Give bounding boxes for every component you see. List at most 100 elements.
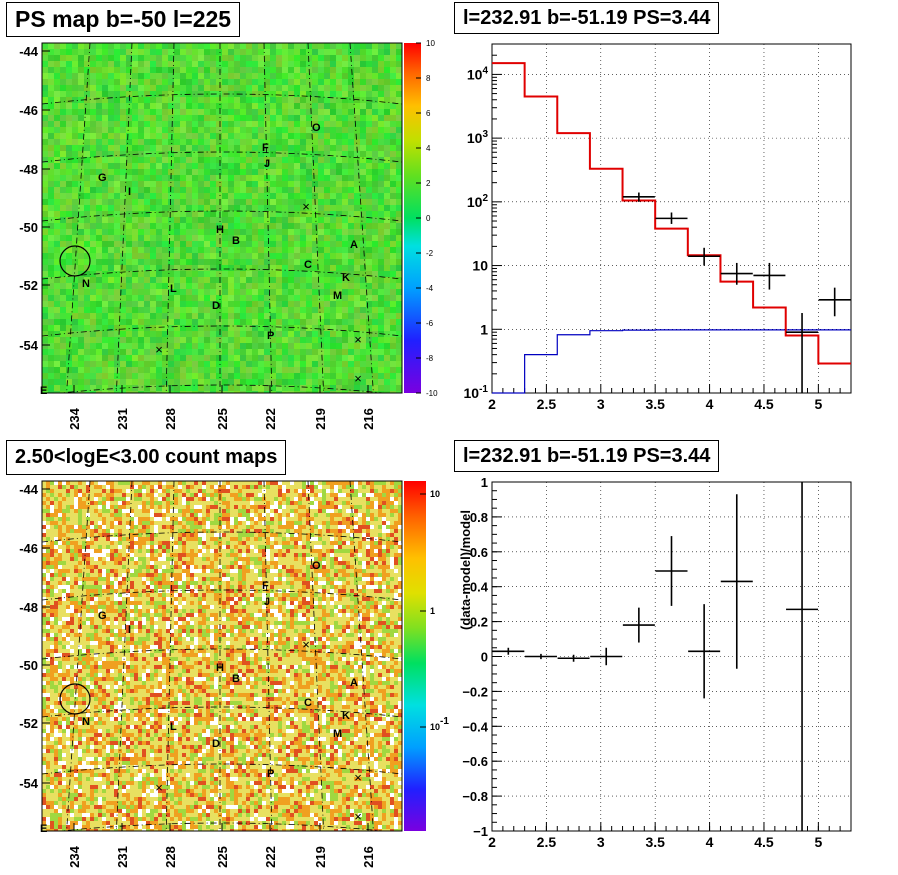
heatmap-cell (72, 289, 78, 295)
heatmap-cell (270, 379, 276, 385)
heatmap-cell (66, 313, 72, 319)
heatmap-cell (342, 295, 348, 301)
heatmap-cell (242, 497, 246, 501)
heatmap-cell (138, 337, 144, 343)
heatmap-cell (192, 139, 198, 145)
heatmap-cell (288, 265, 294, 271)
heatmap-cell (106, 517, 110, 521)
heatmap-cell (282, 181, 288, 187)
heatmap-cell (264, 379, 270, 385)
heatmap-cell (234, 187, 240, 193)
heatmap-cell (300, 91, 306, 97)
heatmap-cell (386, 509, 390, 513)
heatmap-cell (168, 349, 174, 355)
heatmap-cell (102, 55, 108, 61)
heatmap-cell (276, 133, 282, 139)
heatmap-cell (210, 43, 216, 49)
heatmap-cell (222, 241, 228, 247)
heatmap-cell (372, 91, 378, 97)
heatmap-cell (294, 145, 300, 151)
heatmap-cell (204, 133, 210, 139)
heatmap-cell (282, 121, 288, 127)
heatmap-cell (336, 367, 342, 373)
heatmap-cell (240, 385, 246, 391)
heatmap-cell (336, 121, 342, 127)
heatmap-cell (300, 265, 306, 271)
heatmap-cell (170, 521, 174, 525)
heatmap-cell (42, 361, 48, 367)
heatmap-cell (60, 313, 66, 319)
heatmap-cell (168, 67, 174, 73)
heatmap-cell (396, 313, 402, 319)
heatmap-cell (78, 211, 84, 217)
heatmap-cell (394, 497, 398, 501)
heatmap-cell (144, 277, 150, 283)
heatmap-cell (396, 181, 402, 187)
heatmap-cell (294, 265, 300, 271)
heatmap-cell (384, 253, 390, 259)
heatmap-cell (372, 295, 378, 301)
heatmap-cell (156, 187, 162, 193)
heatmap-cell (294, 115, 300, 121)
heatmap-cell (378, 271, 384, 277)
heatmap-cell (342, 537, 346, 541)
heatmap-cell (204, 343, 210, 349)
heatmap-cell (258, 265, 264, 271)
heatmap-cell (246, 379, 252, 385)
heatmap-cell (264, 79, 270, 85)
heatmap-cell (228, 79, 234, 85)
heatmap-cell (96, 115, 102, 121)
heatmap-cell (144, 229, 150, 235)
heatmap-cell (174, 319, 180, 325)
heatmap-cell (360, 121, 366, 127)
heatmap-cell (202, 513, 206, 517)
heatmap-cell (310, 489, 314, 493)
heatmap-cell (336, 343, 342, 349)
heatmap-cell (48, 223, 54, 229)
heatmap-cell (270, 127, 276, 133)
heatmap-cell (78, 521, 82, 525)
heatmap-cell (288, 313, 294, 319)
heatmap-cell (156, 235, 162, 241)
heatmap-cell (102, 139, 108, 145)
heatmap-cell (226, 533, 230, 537)
heatmap-cell (144, 241, 150, 247)
heatmap-cell (264, 373, 270, 379)
heatmap-cell (228, 385, 234, 391)
heatmap-cell (216, 343, 222, 349)
heatmap-cell (72, 181, 78, 187)
heatmap-cell (54, 337, 60, 343)
heatmap-cell (384, 97, 390, 103)
heatmap-cell (330, 157, 336, 163)
heatmap-cell (250, 517, 254, 521)
heatmap-cell (338, 501, 342, 505)
heatmap-cell (360, 373, 366, 379)
heatmap-cell (330, 331, 336, 337)
heatmap-cell (96, 331, 102, 337)
heatmap-cell (270, 73, 276, 79)
heatmap-cell (84, 121, 90, 127)
heatmap-cell (120, 169, 126, 175)
heatmap-cell (240, 85, 246, 91)
heatmap-cell (330, 217, 336, 223)
heatmap-cell (306, 91, 312, 97)
heatmap-cell (156, 349, 162, 355)
heatmap-cell (262, 517, 266, 521)
heatmap-cell (222, 525, 226, 529)
heatmap-cell (138, 509, 142, 513)
heatmap-cell (342, 127, 348, 133)
heatmap-cell (198, 97, 204, 103)
heatmap-cell (216, 217, 222, 223)
heatmap-cell (342, 313, 348, 319)
heatmap-cell (306, 313, 312, 319)
heatmap-cell (240, 277, 246, 283)
heatmap-cell (238, 489, 242, 493)
heatmap-cell (266, 505, 270, 509)
heatmap-cell (222, 253, 228, 259)
heatmap-cell (354, 67, 360, 73)
heatmap-cell (210, 497, 214, 501)
heatmap-cell (42, 85, 48, 91)
heatmap-cell (318, 223, 324, 229)
heatmap-cell (226, 525, 230, 529)
heatmap-cell (180, 229, 186, 235)
